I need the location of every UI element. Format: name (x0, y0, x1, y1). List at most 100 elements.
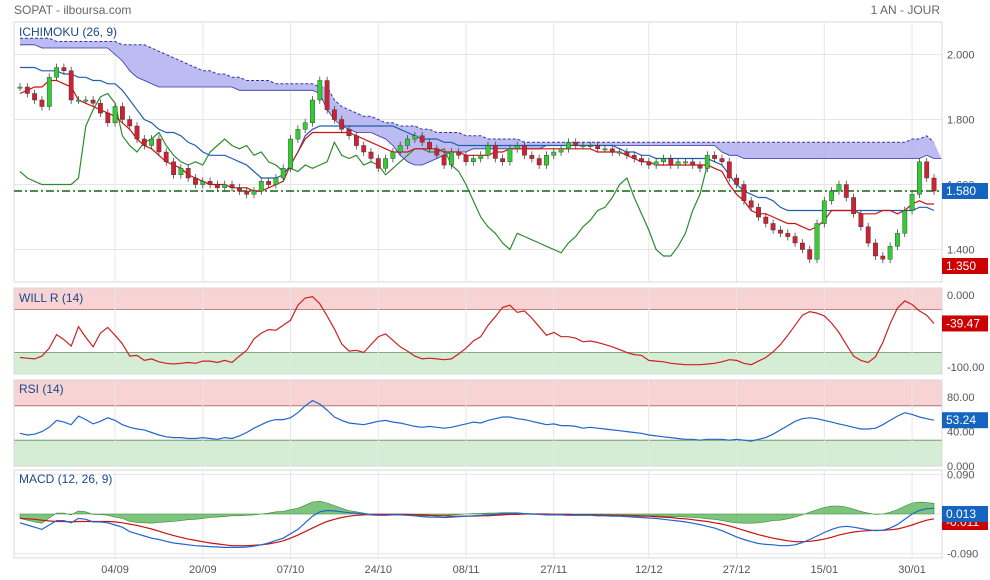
y-tick-label: 40.00 (947, 427, 975, 439)
macd-value-badge: 0.013 (946, 507, 976, 521)
candle-body (821, 200, 827, 224)
candle-body (880, 255, 886, 260)
rsi-line (19, 399, 935, 442)
candle-body (463, 155, 469, 163)
candle-body (544, 155, 549, 166)
candle-body (412, 135, 418, 140)
candle-body (748, 200, 754, 208)
candle-body (178, 168, 184, 176)
senkou-span-a-line (20, 37, 935, 143)
candle-body (595, 145, 601, 149)
candle-body (90, 99, 96, 104)
candle-body (229, 184, 235, 188)
candle-body (273, 177, 279, 185)
kijun-sen-line (20, 66, 935, 212)
candle-body (683, 161, 688, 164)
candle-body (829, 190, 835, 202)
candle-body (251, 190, 257, 195)
williams-r-line (19, 295, 935, 366)
rsi-panel: 80.00 40.00 0.000 RSI (14) 53.24 (13, 379, 988, 473)
candle-body (295, 129, 301, 140)
candle-body (661, 158, 666, 162)
chikou-span-line (19, 92, 708, 257)
rsi-title: RSI (14) (19, 382, 64, 396)
candle-body (32, 93, 38, 101)
candle-body (214, 184, 220, 188)
y-tick-label: 80.00 (947, 392, 975, 404)
candle-body (441, 155, 447, 166)
candle-body (478, 155, 484, 159)
candle-body (375, 158, 381, 169)
candle-body (792, 236, 798, 244)
candle-body (617, 151, 623, 154)
y-tick-label: -0.090 (947, 549, 978, 561)
candle-body (434, 148, 440, 156)
candle-body (836, 184, 842, 192)
candle-body (390, 151, 396, 159)
candle-body (317, 80, 323, 101)
candle-body (112, 106, 118, 123)
candle-body (39, 99, 45, 107)
rsi-badge: 53.24 (946, 413, 976, 427)
candle-body (383, 158, 388, 169)
overbought-zone (14, 380, 942, 406)
candle-body (587, 145, 593, 147)
candle-body (697, 164, 703, 169)
candle-body (339, 119, 345, 130)
candle-body (149, 138, 154, 146)
candle-body (119, 106, 125, 120)
candle-body (127, 119, 133, 127)
candle-body (763, 216, 769, 224)
candle-body (163, 151, 169, 163)
candle-body (646, 161, 652, 166)
x-tick-label: 30/01 (898, 564, 926, 576)
williams-r-badge: -39.47 (946, 316, 980, 330)
candle-body (24, 86, 30, 94)
candle-body (492, 145, 498, 159)
candle-body (609, 148, 615, 153)
candle-body (193, 177, 198, 185)
candle-body (61, 67, 67, 71)
candle-body (17, 86, 23, 89)
candle-body (734, 177, 740, 185)
candle-body (185, 168, 191, 179)
macd-value-badge-bg (942, 506, 988, 522)
candle-body (222, 184, 228, 188)
overbought-zone (14, 288, 942, 310)
x-tick-label: 08/11 (453, 564, 480, 576)
senkou-span-b-line (20, 44, 942, 166)
candle-body (602, 148, 608, 151)
y-tick-label: 0.090 (947, 469, 975, 481)
candle-body (68, 70, 74, 101)
candle-body (310, 99, 315, 123)
candle-body (800, 242, 805, 250)
candle-body (624, 151, 630, 156)
low-price-badge-bg (942, 258, 988, 274)
candle-body (54, 67, 60, 78)
y-tick-label: 0.000 (947, 461, 975, 473)
candle-body (134, 125, 140, 140)
candle-body (675, 161, 681, 166)
williams-r-title: WILL R (14) (19, 291, 83, 305)
candle-body (887, 246, 893, 260)
candle-body (902, 210, 908, 234)
oversold-zone (14, 440, 942, 466)
candle-body (917, 161, 922, 195)
candle-body (266, 181, 271, 185)
candle-body (449, 151, 454, 166)
candle-body (244, 190, 250, 195)
candle-body (741, 184, 747, 201)
candle-body (873, 242, 878, 257)
candle-body (726, 161, 732, 179)
x-tick-label: 20/09 (189, 564, 217, 576)
candle-body (507, 148, 513, 163)
x-axis: 04/09 20/09 07/10 24/10 08/11 27/11 12/12 27/12… (101, 564, 926, 576)
ichimoku-frame (13, 21, 943, 283)
candle-body (332, 109, 337, 120)
candle-body (566, 142, 571, 150)
candle-body (770, 223, 776, 231)
candle-body (909, 194, 915, 211)
y-tick-label: -100.00 (947, 362, 984, 374)
candle-body (288, 138, 293, 169)
